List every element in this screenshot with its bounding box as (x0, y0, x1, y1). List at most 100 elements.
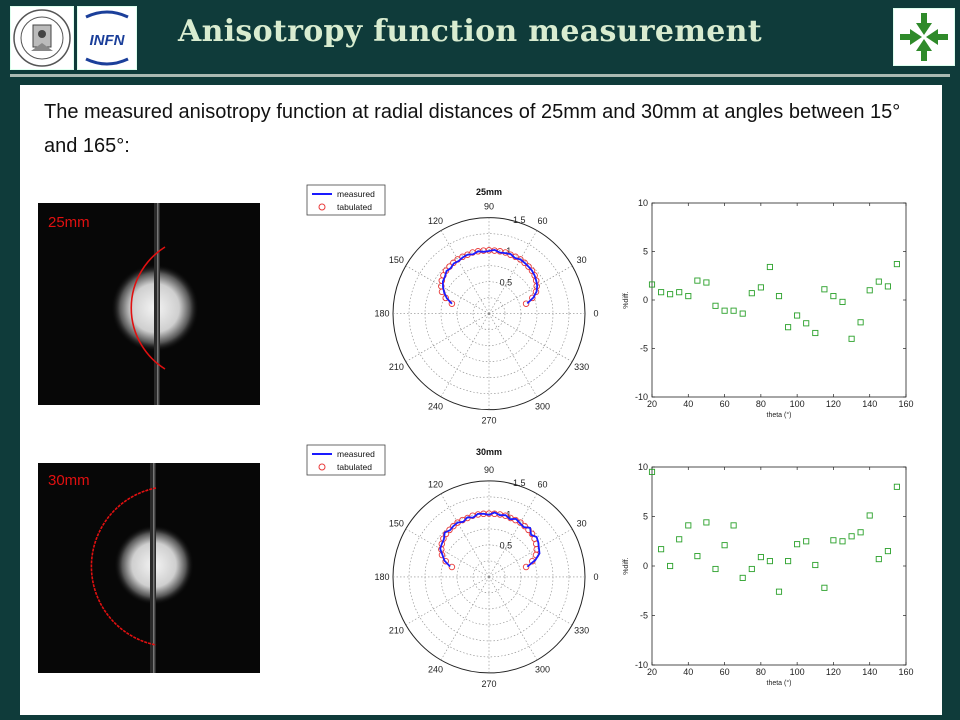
diff-point (739, 310, 746, 317)
diff-point (766, 558, 773, 565)
polar-angle-label: 120 (428, 216, 443, 226)
polar-angle-label: 240 (428, 401, 443, 411)
y-tick-label: 0 (643, 561, 648, 571)
x-tick-label: 100 (790, 667, 805, 677)
intro-text: The measured anisotropy function at radi… (44, 101, 901, 157)
y-tick-label: 0 (643, 295, 648, 305)
polar-angle-label: 30 (577, 518, 587, 528)
diff-point (884, 283, 891, 290)
content-panel: The measured anisotropy function at radi… (20, 85, 942, 715)
diff-plot-30mm: 20 40 60 80 100 120 140 160 -10 -5 0 5 10 theta (°) %d… (618, 459, 918, 693)
polar-angle-label: 150 (389, 518, 404, 528)
diff-point (685, 293, 692, 300)
y-tick-label: 10 (638, 198, 648, 208)
tabulated-point (517, 519, 524, 526)
y-tick-label: -10 (635, 660, 648, 670)
polar-grid-circle (440, 528, 538, 626)
polar-angle-label: 120 (428, 479, 443, 489)
y-tick-label: -10 (635, 392, 648, 402)
legend-label-tabulated: tabulated (337, 462, 372, 472)
diff-point (812, 561, 819, 569)
diff-point (712, 302, 719, 309)
x-tick-label: 160 (898, 399, 913, 409)
tabulated-point (448, 300, 456, 307)
diff-point (694, 553, 701, 560)
polar-r-label: 1 (506, 246, 511, 256)
diff-point (848, 335, 855, 342)
diff-point (875, 278, 882, 285)
polar-grid-circle (408, 233, 570, 394)
polar-grid-circle (472, 297, 506, 330)
x-tick-label: 160 (898, 667, 913, 677)
polar-spoke (440, 576, 490, 661)
legend-box (306, 184, 386, 216)
diff-point (676, 289, 683, 296)
photo-30mm: 30mm (38, 463, 260, 673)
tabulated-point (525, 263, 532, 270)
x-tick-label: 40 (683, 667, 693, 677)
x-tick-label: 120 (826, 667, 841, 677)
diff-point (839, 538, 846, 545)
diff-point (748, 290, 755, 297)
y-tick-label: 10 (638, 462, 648, 472)
polar-grid-circle (440, 265, 538, 362)
legend-label-measured: measured (337, 449, 375, 459)
measured-line (439, 511, 541, 568)
diff-point (721, 307, 728, 314)
infn-logo: INFN (77, 6, 137, 70)
legend-label-tabulated: tabulated (337, 202, 372, 212)
legend-swatch-tabulated (318, 203, 326, 211)
polar-r-label: 0.5 (500, 541, 513, 551)
polar-legend: measured tabulated (306, 184, 386, 216)
polar-angle-label: 210 (389, 625, 404, 635)
polar-title: 30mm (476, 447, 502, 457)
polar-r-label: 0.5 (500, 277, 513, 287)
diff-point (848, 533, 855, 540)
diff-point (730, 522, 737, 529)
x-tick-label: 80 (756, 667, 766, 677)
polar-angle-label: 90 (484, 202, 494, 212)
x-tick-label: 60 (720, 399, 730, 409)
polar-angle-label: 30 (577, 255, 587, 265)
x-tick-label: 80 (756, 399, 766, 409)
diff-point (803, 320, 810, 327)
polar-angle-label: 60 (537, 479, 547, 489)
diff-point (857, 529, 864, 536)
polar-angle-label: 330 (574, 362, 589, 372)
diff-point (766, 263, 773, 271)
photo-label-30mm: 30mm (48, 472, 90, 489)
diff-point (676, 536, 683, 543)
tabulated-point (522, 563, 530, 571)
polar-angle-label: 240 (428, 665, 443, 675)
scatter-axes-box (651, 466, 907, 666)
polar-angle-label: 270 (481, 679, 496, 689)
x-axis-label: theta (°) (767, 679, 792, 687)
polar-title: 25mm (476, 187, 502, 197)
tabulated-point (450, 522, 457, 530)
photo-label-25mm: 25mm (48, 214, 90, 231)
tabulated-point (529, 294, 536, 302)
diff-point (703, 279, 710, 286)
polar-angle-label: 300 (535, 665, 550, 675)
polar-angle-label: 180 (374, 572, 389, 582)
diff-point (785, 324, 792, 331)
page-title: Anisotropy function measurement (178, 14, 762, 49)
x-tick-label: 20 (647, 667, 657, 677)
tabulated-point (446, 526, 453, 534)
diff-point (884, 548, 891, 555)
diff-point (739, 574, 746, 581)
diff-point (821, 286, 828, 293)
polar-plot-30mm: 30mm measured tabulated 0 30 60 90 120 150 180 210… (284, 443, 599, 691)
polar-angle-label: 0 (593, 572, 598, 582)
polar-angle-label: 0 (593, 309, 598, 319)
x-tick-label: 40 (683, 399, 693, 409)
infn-logo-text: INFN (90, 32, 126, 49)
x-tick-label: 140 (862, 667, 877, 677)
diff-point (803, 538, 810, 545)
diff-point (839, 298, 846, 305)
polar-r-label: 1 (506, 509, 511, 519)
polar-angle-label: 180 (374, 309, 389, 319)
diff-point (658, 289, 665, 296)
tabulated-point (522, 300, 530, 307)
diff-point (648, 468, 656, 475)
